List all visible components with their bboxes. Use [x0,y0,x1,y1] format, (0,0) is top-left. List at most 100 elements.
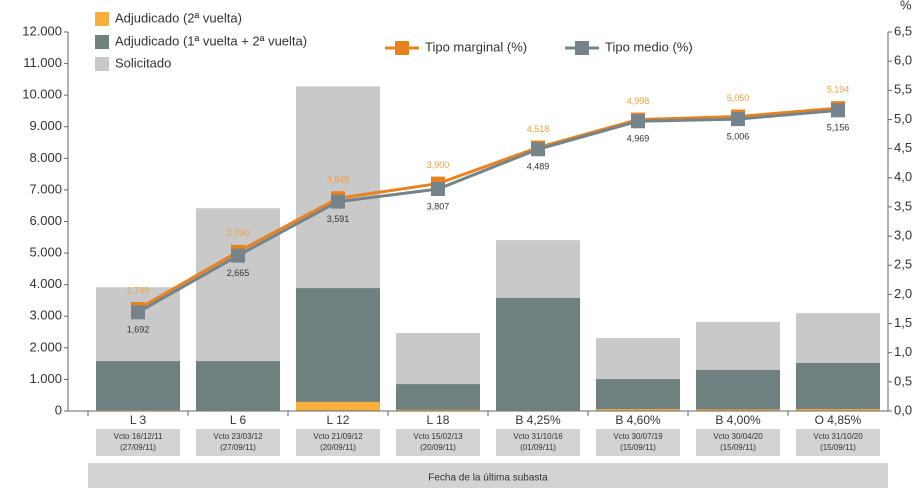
y-tick-label: 3.000 [29,308,62,323]
x-sublabel: (15/09/11) [620,443,656,452]
value-label: 4,998 [627,96,650,106]
x-sublabel: (27/09/11) [120,443,156,452]
x-tick-label: B 4,00% [715,413,761,427]
sublabel-box [696,429,780,456]
y2-tick-label: 1,5 [894,315,912,330]
value-label: 5,194 [827,85,850,95]
value-label: 4,518 [527,124,550,134]
x-sublabel: Vcto 15/02/13 [413,432,463,441]
sublabel-box [296,429,380,456]
x-sublabel: Vcto 16/12/11 [114,432,163,441]
y2-tick-label: 0,0 [894,402,912,417]
line [137,106,839,311]
y-tick-label: 11.000 [23,55,62,70]
sublabel-box [796,429,880,456]
value-label: 4,489 [527,162,550,172]
x-sublabel: (27/09/11) [220,443,256,452]
marker [531,142,545,157]
y-tick-label: 9.000 [29,118,62,133]
bar [696,369,780,411]
y2-tick-label: 3,5 [894,198,912,213]
bar [396,409,480,411]
sublabel-box [496,429,580,456]
y2-tick-label: 3,0 [894,228,912,243]
line [137,108,839,314]
y-tick-label: 4.000 [29,276,62,291]
sublabel-box [96,429,180,456]
x-sublabel: Vcto 23/03/12 [213,432,263,441]
bar [396,384,480,411]
x-sublabel: (01/09/11) [520,443,556,452]
y2-tick-label: 5,5 [894,82,912,97]
x-title-box [88,463,888,488]
legend-swatch [95,12,109,26]
x-sublabel: Vcto 30/04/20 [713,432,763,441]
x-sublabel: (20/09/11) [320,443,356,452]
y-tick-label: 2.000 [29,339,62,354]
y-tick-label: 5.000 [29,245,62,260]
marker [731,112,745,127]
value-label: 3,807 [427,201,450,211]
marker [431,182,445,197]
value-label: 5,050 [727,93,750,103]
value-label: 3,648 [327,175,350,185]
marker [131,305,145,320]
bar [96,361,180,411]
x-sublabel: Vcto 21/09/12 [313,432,363,441]
bar [796,409,880,411]
legend-label: Tipo marginal (%) [425,39,527,54]
x-sublabel: (20/09/11) [420,443,456,452]
x-tick-label: B 4,60% [615,413,661,427]
y2-unit: % [900,0,912,12]
x-sublabel: Vcto 31/10/16 [513,432,563,441]
y-tick-label: 0 [55,402,62,417]
legend-swatch [95,35,109,49]
marker [831,103,845,118]
bar [796,362,880,411]
bar [296,401,380,411]
value-label: 2,665 [227,268,250,278]
x-sublabel: (15/09/11) [720,443,756,452]
value-label: 5,156 [827,123,850,133]
x-tick-label: L 6 [230,413,247,427]
y-tick-label: 7.000 [29,181,62,196]
value-label: 3,591 [327,214,350,224]
legend-marker [575,41,589,55]
legend-swatch [95,57,109,71]
y2-tick-label: 0,5 [894,373,912,388]
y2-tick-label: 4,5 [894,140,912,155]
value-label: 1,692 [127,325,150,335]
legend-label: Adjudicado (1ª vuelta + 2ª vuelta) [115,33,307,48]
legend-marker [395,41,409,55]
y2-tick-label: 5,0 [894,111,912,126]
marker [231,248,245,263]
y2-tick-label: 2,5 [894,257,912,272]
y-tick-label: 1.000 [29,371,62,386]
x-sublabel: Vcto 31/10/20 [813,432,863,441]
y2-tick-label: 1,0 [894,344,912,359]
y2-tick-label: 4,0 [894,169,912,184]
x-tick-label: L 18 [427,413,450,427]
bar [196,361,280,411]
x-tick-label: B 4,25% [515,413,561,427]
x-sublabel: Vcto 30/07/19 [613,432,663,441]
sublabel-box [396,429,480,456]
y2-tick-label: 6,5 [894,23,912,38]
sublabel-box [196,429,280,456]
bar [596,379,680,411]
y2-tick-label: 2,0 [894,286,912,301]
y-tick-label: 8.000 [29,150,62,165]
legend-label: Tipo medio (%) [605,39,693,54]
x-tick-label: L 12 [327,413,350,427]
bar [596,409,680,411]
value-label: 3,900 [427,160,450,170]
bar [496,297,580,411]
x-tick-label: L 3 [130,413,147,427]
bar [696,409,780,411]
y2-tick-label: 6,0 [894,53,912,68]
value-label: 2,730 [227,228,250,238]
y-tick-label: 6.000 [29,213,62,228]
sublabel-box [596,429,680,456]
x-title: Fecha de la última subasta [428,473,548,484]
